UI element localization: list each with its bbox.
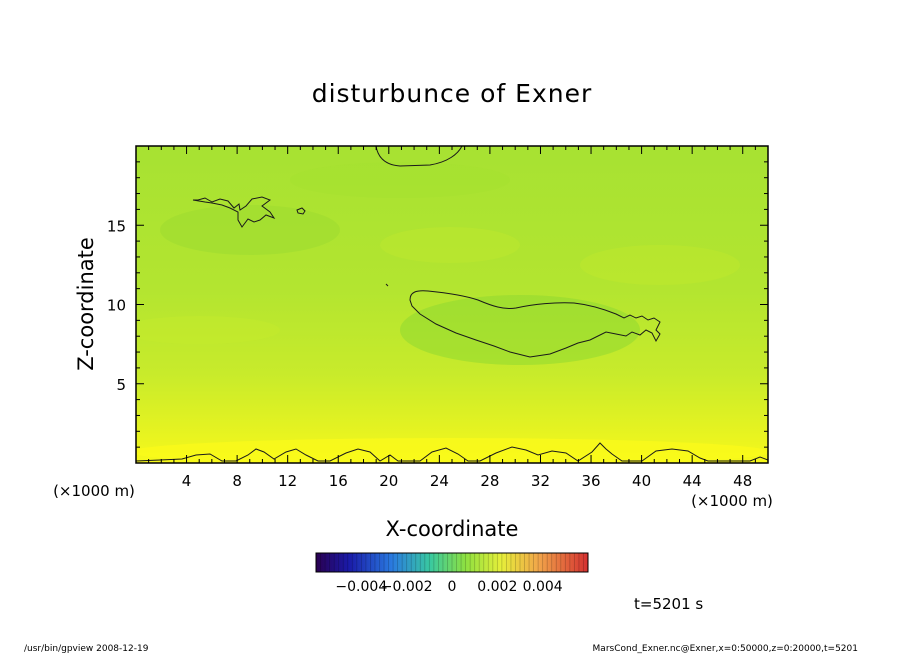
y-tick-label: 5	[116, 376, 126, 394]
field-blob	[136, 316, 280, 344]
x-tick-label: 12	[278, 472, 297, 490]
y-tick-label: 10	[107, 297, 126, 315]
x-tick-label: 36	[581, 472, 600, 490]
plot-field	[136, 146, 768, 463]
contour-line	[409, 290, 661, 358]
x-unit-label: (×1000 m)	[691, 492, 773, 510]
contour-line	[296, 207, 306, 215]
x-axis-label: X-coordinate	[386, 517, 519, 541]
x-tick-label: 24	[430, 472, 449, 490]
y-unit-label: (×1000 m)	[53, 482, 135, 500]
contour-line	[375, 146, 463, 167]
y-axis-label: Z-coordinate	[74, 237, 98, 371]
colorbar-tick-label: −0.002	[381, 579, 433, 595]
colorbar-labels: −0.004−0.002 0 0.002 0.004	[335, 579, 562, 595]
x-tick-label: 4	[182, 472, 192, 490]
colorbar: −0.004−0.002 0 0.002 0.004	[315, 552, 589, 595]
colorbar-tick-label: −0.004	[335, 579, 387, 595]
colorbar-fill	[316, 553, 588, 572]
colorbar-stripes	[320, 553, 584, 572]
field-blob	[136, 438, 768, 463]
chart-title: disturbunce of Exner	[312, 79, 593, 108]
footer-left: /usr/bin/gpview 2008-12-19	[24, 644, 149, 654]
y-axis-ticks: 5 10 15	[107, 145, 768, 464]
field-blob	[580, 245, 740, 285]
contour-line	[192, 196, 276, 228]
colorbar-tick-label: 0.004	[523, 579, 563, 595]
contour-line	[385, 283, 389, 287]
footer-right: MarsCond_Exner.nc@Exner,x=0:50000,z=0:20…	[593, 644, 858, 654]
colorbar-tick-label: 0	[448, 579, 457, 595]
x-tick-label: 44	[683, 472, 702, 490]
x-tick-label: 20	[379, 472, 398, 490]
x-tick-label: 32	[531, 472, 550, 490]
field-blob	[380, 227, 520, 263]
x-axis-ticks: 4 8 12 16 20 24 28 32 36 40 44 48	[135, 146, 769, 490]
field-blob	[400, 295, 640, 365]
field-blob	[160, 205, 340, 255]
y-tick-label: 15	[107, 217, 126, 235]
x-tick-label: 40	[632, 472, 651, 490]
x-tick-label: 48	[733, 472, 752, 490]
colorbar-frame	[315, 552, 589, 573]
x-tick-label: 8	[232, 472, 242, 490]
x-tick-label: 28	[480, 472, 499, 490]
time-label: t=5201 s	[634, 595, 703, 613]
x-tick-label: 16	[329, 472, 348, 490]
colorbar-tick-label: 0.002	[477, 579, 517, 595]
field-blob	[290, 162, 510, 198]
